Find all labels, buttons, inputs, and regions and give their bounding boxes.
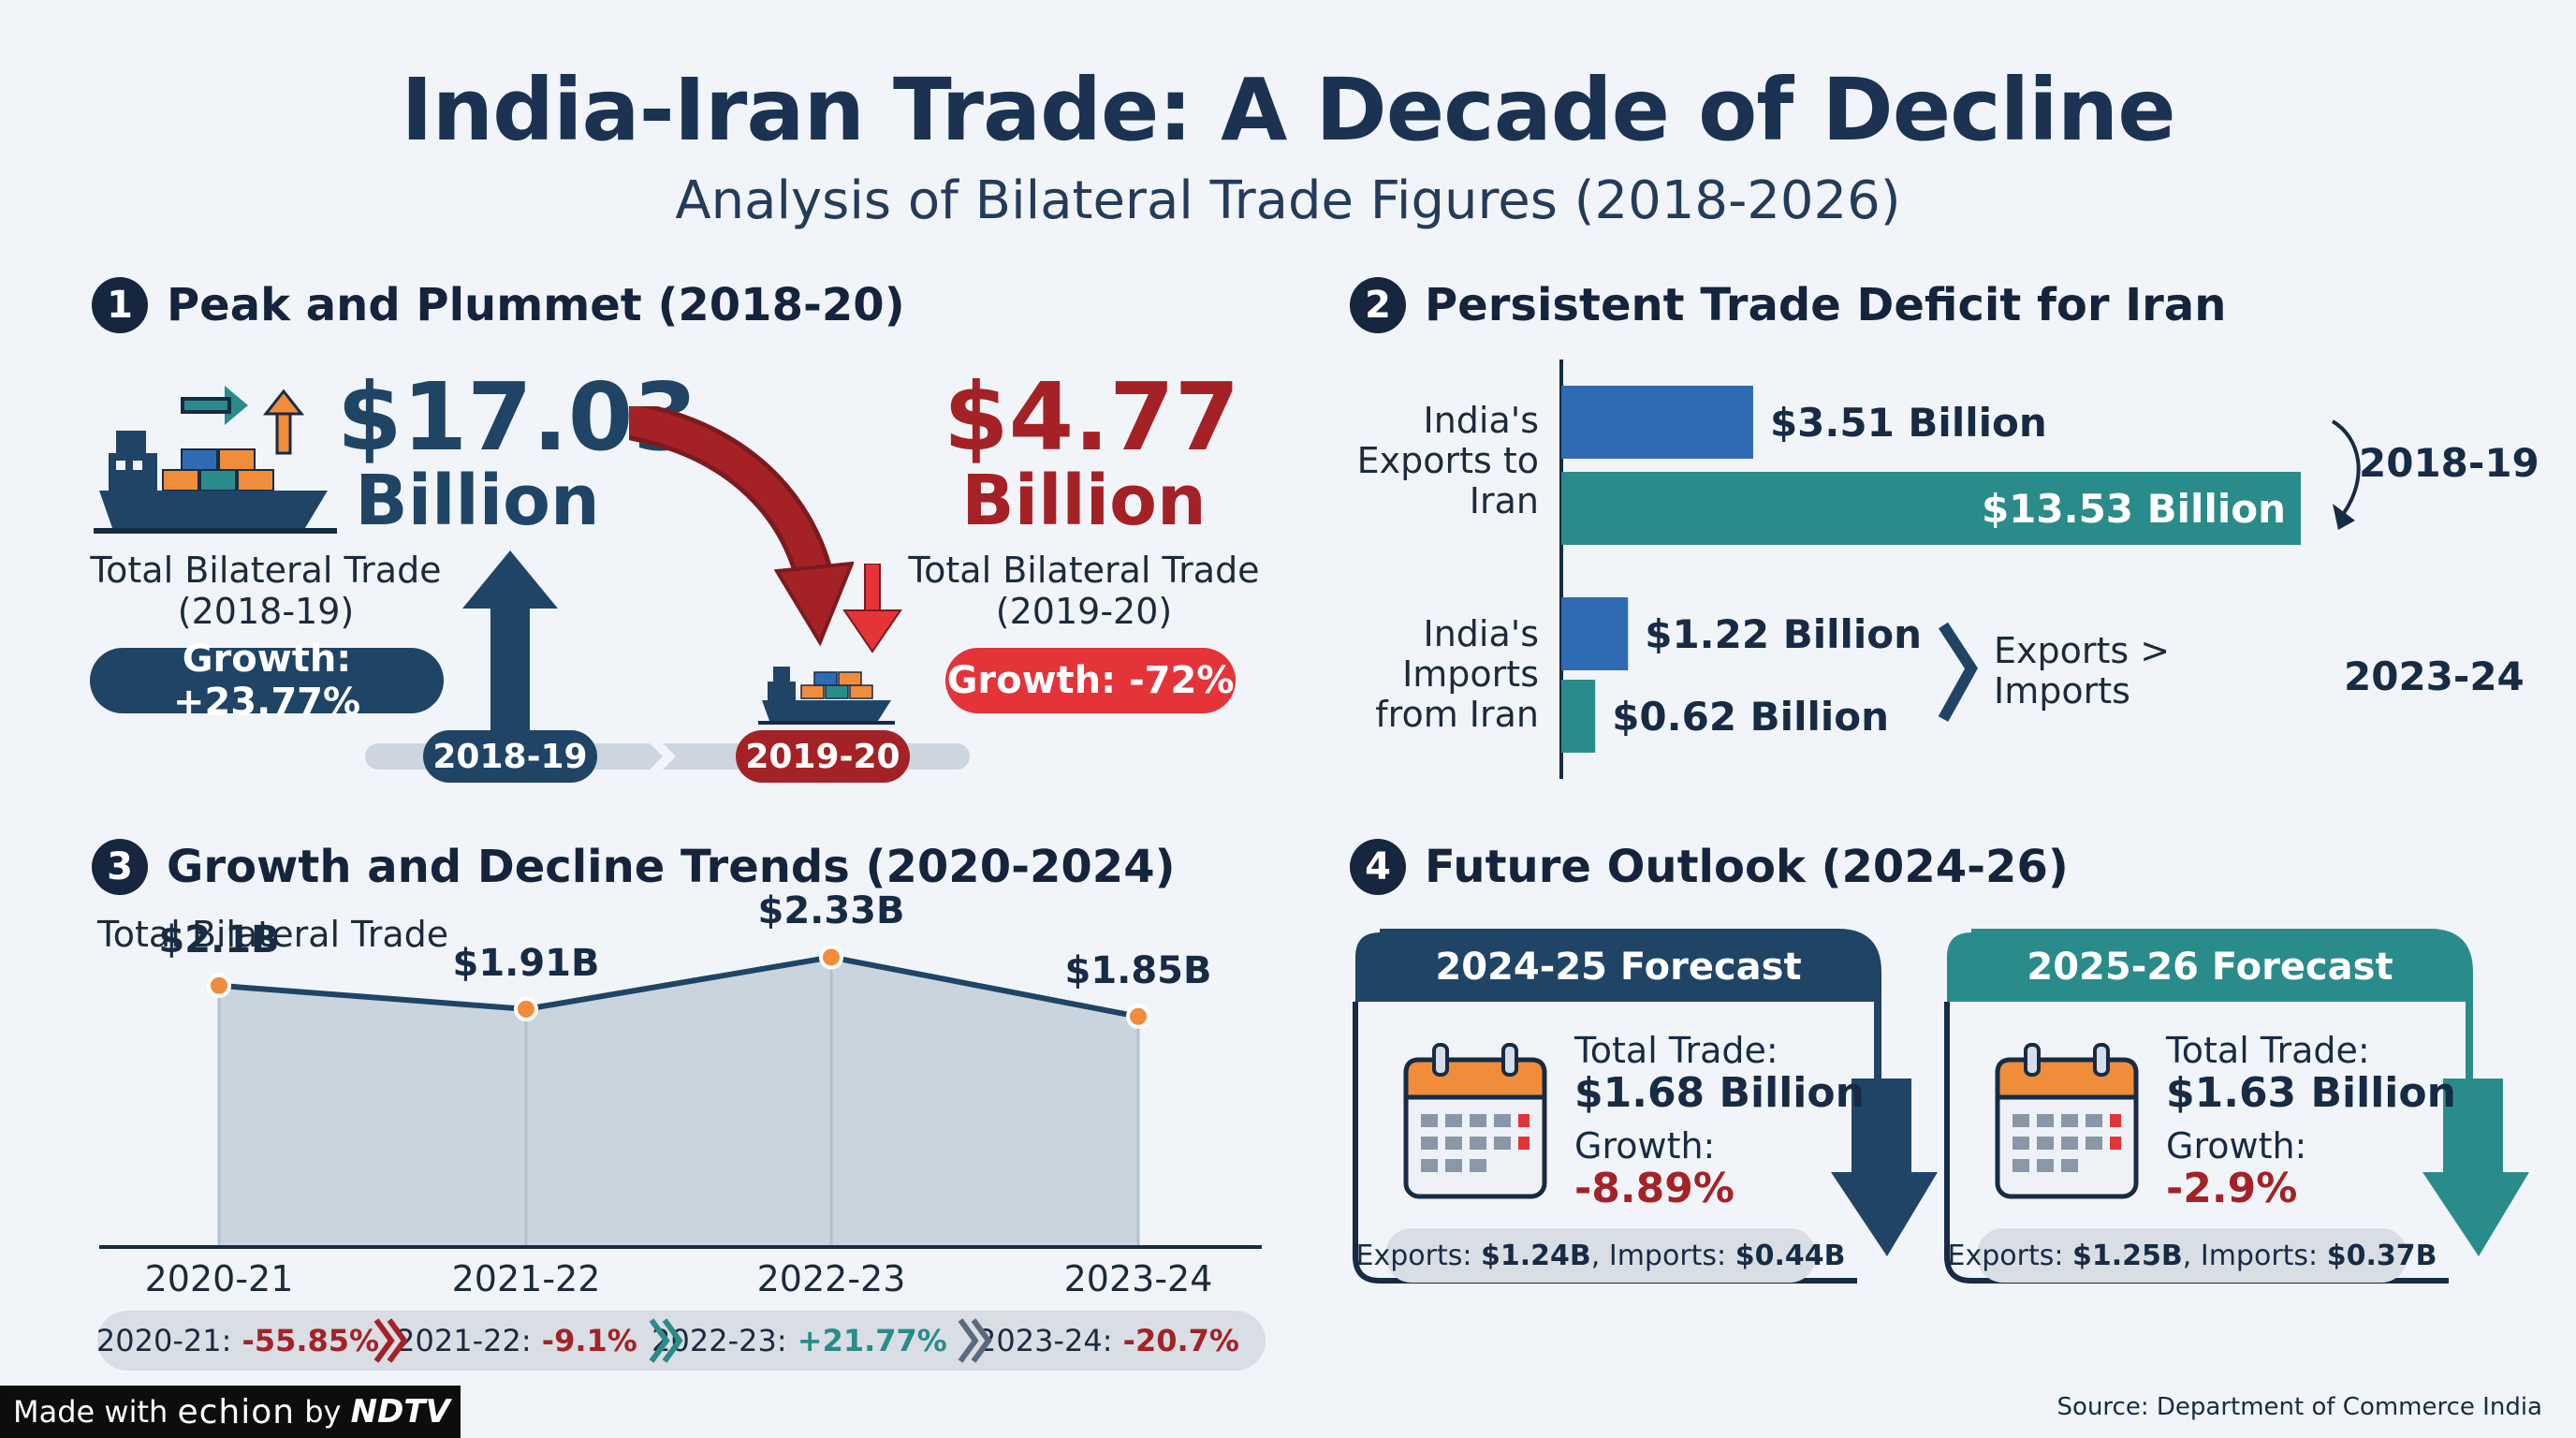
calendar-icon	[1403, 1043, 1547, 1199]
trend-segment-0: 2020-21: -55.85%	[95, 1323, 380, 1358]
plummet-label: Total Bilateral Trade (2019-20)	[908, 550, 1260, 632]
up-arrow-icon	[462, 550, 558, 753]
down-arrow-icon	[842, 564, 902, 653]
year-pill-2018-19: 2018-19	[423, 730, 597, 783]
bar-value-label: $1.22 Billion	[1645, 611, 1922, 657]
bar-2018-19-imports	[1561, 386, 1753, 459]
x-tick-label: 2020-21	[144, 1258, 294, 1299]
section-4-title: Future Outlook (2024-26)	[1425, 841, 2069, 893]
bar-value-label: $13.53 Billion	[1982, 486, 2286, 532]
forecast-card-2025-26: 2025-26 Forecast Total Trade: $1.63 Bill…	[1943, 929, 2529, 1288]
section-1-heading: 1 Peak and Plummet (2018-20)	[92, 277, 905, 333]
page-subtitle: Analysis of Bilateral Trade Figures (201…	[675, 170, 1901, 231]
trend-segment-3: 2023-24: -20.7%	[977, 1323, 1239, 1358]
point-value-label: $1.85B	[1064, 948, 1212, 992]
made-with-text: Made with	[13, 1394, 168, 1430]
chevron-right-icon	[649, 1318, 683, 1363]
section-4-number: 4	[1350, 839, 1406, 895]
forecast-trade-label: Total Trade:	[2166, 1030, 2370, 1071]
partner-logo: NDTV	[350, 1393, 450, 1431]
made-with-badge[interactable]: Made with echion by NDTV	[0, 1386, 461, 1438]
peak-value: $17.03	[337, 362, 698, 472]
exports-row-label: India's Exports to Iran	[1356, 400, 1539, 521]
forecast-growth-value: -8.89%	[1574, 1165, 1734, 1212]
section-3-number: 3	[92, 839, 148, 895]
bar-2023-24-imports	[1561, 680, 1596, 753]
group-label-2018-19: 2018-19	[2359, 440, 2539, 486]
forecast-card-title: 2024-25 Forecast	[1435, 946, 1802, 989]
brand-logo: echion	[177, 1392, 296, 1431]
forecast-card-frame	[1944, 929, 2529, 1284]
decline-arrow-icon	[629, 406, 854, 647]
bracket-2018-19	[2331, 419, 2361, 515]
chevron-right-icon	[958, 1318, 992, 1363]
trend-segment-2: 2022-23: +21.77%	[651, 1323, 947, 1358]
point-value-label: $2.1B	[158, 917, 280, 961]
forecast-trade-label: Total Trade:	[1574, 1030, 1778, 1071]
forecast-card-title: 2025-26 Forecast	[2027, 946, 2393, 989]
trend-segment-1: 2021-22: -9.1%	[396, 1323, 637, 1358]
area-chart-label: Total Bilateral Trade	[97, 914, 449, 955]
section-1-number: 1	[92, 277, 148, 333]
cargo-ship-icon	[94, 386, 337, 534]
year-pill-2019-20: 2019-20	[736, 730, 910, 783]
bar-2018-19-exports	[1561, 472, 2301, 545]
forecast-trade-value: $1.68 Billion	[1574, 1069, 1865, 1117]
import-arrow-icon	[262, 389, 305, 455]
section-3-title: Growth and Decline Trends (2020-2024)	[167, 841, 1176, 893]
bar-2023-24-exports	[1561, 597, 1629, 670]
section-2-number: 2	[1350, 277, 1406, 333]
data-point-2023-24	[1126, 1004, 1150, 1029]
x-tick-label: 2022-23	[756, 1258, 906, 1299]
section-2-title: Persistent Trade Deficit for Iran	[1425, 279, 2227, 331]
data-point-2022-23	[819, 945, 843, 970]
group-label-2023-24: 2023-24	[2344, 653, 2525, 699]
data-point-2020-21	[207, 973, 231, 998]
forecast-card-2024-25: 2024-25 Forecast Total Trade: $1.68 Bill…	[1352, 929, 1938, 1288]
bar-value-label: $3.51 Billion	[1770, 400, 2047, 446]
point-value-label: $1.91B	[452, 941, 600, 985]
x-tick-label: 2021-22	[451, 1258, 601, 1299]
plummet-unit: Billion	[961, 461, 1207, 541]
calendar-icon	[1995, 1043, 2139, 1199]
imports-row-label: India's Imports from Iran	[1375, 613, 1539, 735]
peak-unit: Billion	[355, 461, 600, 541]
export-arrow-icon	[181, 386, 248, 425]
forecast-card-frame	[1353, 929, 1938, 1284]
forecast-trade-split: Exports: $1.24B, Imports: $0.44B	[1356, 1228, 1845, 1283]
section-1-title: Peak and Plummet (2018-20)	[167, 279, 905, 331]
plummet-growth-badge: Growth: -72%	[945, 648, 1236, 713]
peak-growth-badge: Growth: +23.77%	[90, 638, 444, 724]
forecast-trade-split: Exports: $1.25B, Imports: $0.37B	[1948, 1228, 2437, 1283]
data-point-2021-22	[514, 996, 538, 1021]
peak-label: Total Bilateral Trade (2018-19)	[90, 550, 442, 632]
forecast-trade-value: $1.63 Billion	[2166, 1069, 2456, 1117]
forecast-growth-label: Growth:	[1574, 1125, 1716, 1167]
bar-value-label: $0.62 Billion	[1612, 694, 1889, 740]
forecast-growth-value: -2.9%	[2166, 1165, 2298, 1212]
source-note: Source: Department of Commerce India	[2056, 1393, 2542, 1421]
chevron-2023-24	[1938, 622, 1979, 722]
section-4-heading: 4 Future Outlook (2024-26)	[1350, 839, 2069, 895]
page-title: India-Iran Trade: A Decade of Decline	[401, 60, 2175, 160]
section-2-heading: 2 Persistent Trade Deficit for Iran	[1350, 277, 2226, 333]
trade-deficit-bar-chart: $3.51 Billion $13.53 Billion $1.22 Billion…	[1559, 360, 2361, 779]
plummet-value: $4.77	[944, 362, 1240, 472]
exports-greater-note: Exports > Imports	[1994, 630, 2171, 712]
small-cargo-ship-icon	[758, 667, 895, 725]
chevron-right-icon	[373, 1318, 408, 1363]
point-value-label: $2.33B	[757, 889, 905, 933]
by-text: by	[304, 1394, 342, 1430]
forecast-growth-label: Growth:	[2166, 1125, 2307, 1167]
x-tick-label: 2023-24	[1063, 1258, 1213, 1299]
area-fill	[219, 957, 1138, 1245]
section-3-heading: 3 Growth and Decline Trends (2020-2024)	[92, 839, 1176, 895]
trend-area-chart	[99, 945, 1262, 1249]
trend-line	[218, 954, 1139, 1020]
